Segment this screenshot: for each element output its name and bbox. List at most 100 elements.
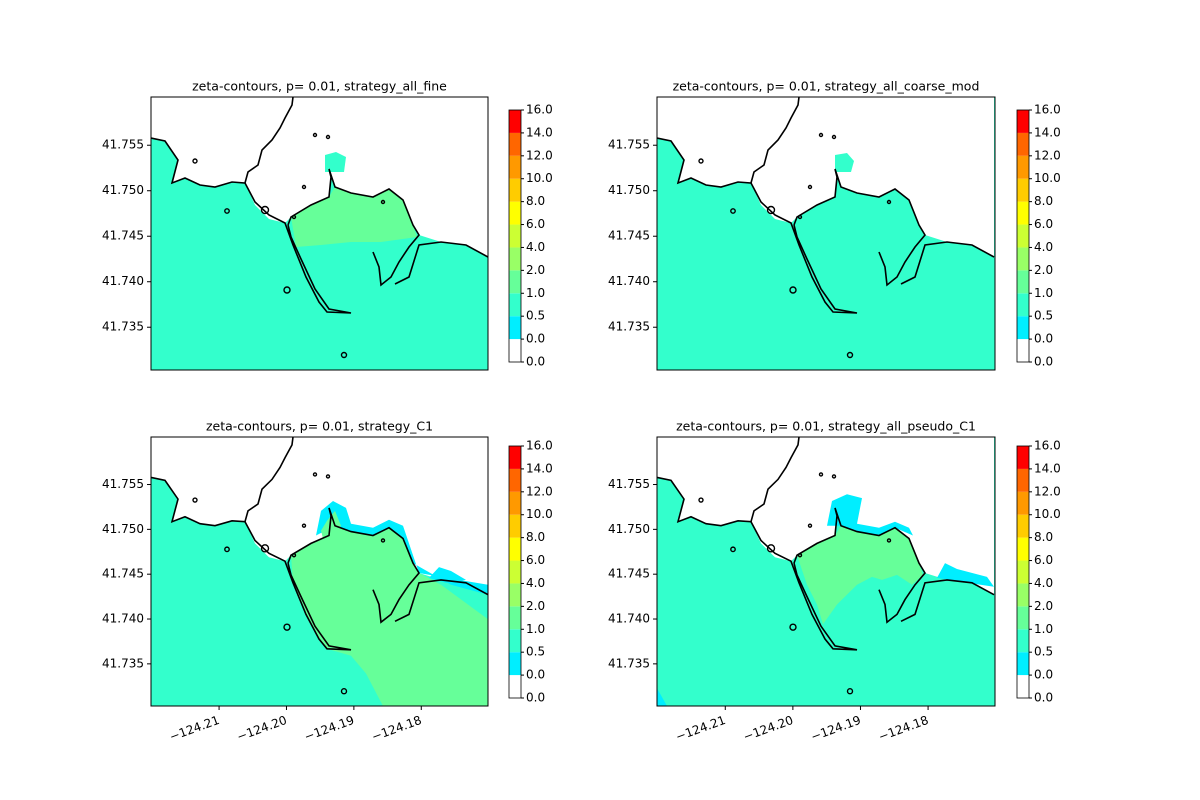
colorbar-band (509, 178, 521, 202)
coastline (394, 241, 488, 285)
y-tick-label: 41.750 (102, 183, 144, 197)
colorbar-label: 2.0 (526, 599, 545, 613)
colorbar-label: 0.0 (1034, 355, 1053, 369)
colorbar-band (1017, 468, 1029, 492)
colorbar-band (1017, 224, 1029, 248)
land (657, 437, 994, 595)
colorbar-label: 14.0 (1034, 461, 1061, 475)
colorbar-band (509, 675, 521, 698)
panel: zeta-contours, p= 0.01, strategy_C1 41.75… (102, 419, 553, 744)
y-tick-label: 41.740 (102, 612, 144, 626)
y-tick-label: 41.740 (102, 274, 144, 288)
y-tick-label: 41.740 (608, 274, 650, 288)
colorbar-label: 12.0 (1034, 148, 1061, 162)
colorbar-label: 12.0 (526, 484, 553, 498)
islet (283, 623, 291, 631)
colorbar-label: 12.0 (526, 148, 553, 162)
colorbar-frame (508, 445, 522, 699)
coastline (394, 579, 488, 623)
colorbar-band (509, 468, 521, 492)
colorbar-band (1017, 270, 1029, 294)
coastline (244, 521, 352, 651)
islet (831, 474, 837, 479)
axes-frame (656, 436, 996, 707)
y-tick-label: 41.750 (608, 522, 650, 536)
islet (260, 205, 270, 215)
panel: zeta-contours, p= 0.01, strategy_all_pse… (608, 419, 1061, 744)
coastline (244, 182, 352, 314)
colorbar-label: 0.5 (1034, 309, 1053, 323)
islet (886, 538, 892, 543)
colorbar-label: 4.0 (1034, 576, 1053, 590)
colorbar-band (509, 560, 521, 584)
y-tick-label: 41.735 (608, 320, 650, 334)
y-tick-label: 41.755 (608, 477, 650, 491)
colorbar-band (509, 293, 521, 317)
land (151, 437, 488, 595)
colorbar-label: 12.0 (1034, 484, 1061, 498)
islet (291, 553, 297, 558)
colorbar-band (509, 629, 521, 653)
islet (846, 688, 854, 695)
coastline (750, 182, 858, 314)
islet (797, 553, 803, 558)
islet (192, 158, 198, 164)
colorbar-band (1017, 560, 1029, 584)
land (151, 97, 488, 257)
y-tick-label: 41.745 (608, 229, 650, 243)
colorbar-label: 6.0 (526, 553, 545, 567)
islet (340, 688, 348, 695)
map (151, 437, 488, 706)
colorbar-band (1017, 629, 1029, 653)
colorbar-label: 0.0 (1034, 691, 1053, 705)
axes-frame (150, 436, 489, 707)
contour-band (429, 567, 466, 583)
x-tick-label: −124.21 (168, 713, 222, 744)
y-tick-label: 41.740 (608, 612, 650, 626)
islet (312, 472, 318, 477)
colorbar-label: 10.0 (1034, 171, 1061, 185)
islet (797, 214, 803, 220)
islet (224, 546, 230, 553)
contour-band (657, 688, 667, 706)
y-tick-label: 41.735 (608, 656, 650, 670)
colorbar-label: 1.0 (1034, 622, 1053, 636)
colorbar-band (1017, 583, 1029, 607)
x-tick-label: −124.20 (741, 713, 795, 744)
y-tick-label: 41.755 (102, 138, 144, 152)
colorbar-label: 8.0 (526, 194, 545, 208)
islet (224, 208, 230, 214)
islet (340, 351, 348, 359)
y-tick-label: 41.750 (102, 522, 144, 536)
colorbar-band (509, 224, 521, 248)
colorbar-label: 16.0 (526, 439, 553, 453)
y-tick-label: 41.755 (102, 477, 144, 491)
coastline (287, 168, 420, 287)
panel: zeta-contours, p= 0.01, strategy_all_fin… (102, 79, 553, 371)
islet (789, 286, 797, 294)
contour-band (797, 525, 923, 625)
islet (325, 474, 331, 479)
colorbar-band (1017, 293, 1029, 317)
colorbar-label: 10.0 (526, 171, 553, 185)
islet (301, 523, 307, 528)
colorbar-band (509, 446, 521, 469)
panel-title: zeta-contours, p= 0.01, strategy_all_fin… (192, 79, 447, 94)
colorbar-label: 1.0 (1034, 286, 1053, 300)
colorbar-label: 8.0 (1034, 194, 1053, 208)
colorbar-label: 8.0 (1034, 530, 1053, 544)
islet (846, 351, 854, 359)
islet (380, 538, 386, 543)
colorbar-frame (1016, 109, 1030, 363)
x-tick-label: −124.20 (235, 713, 289, 744)
colorbar-label: 4.0 (1034, 240, 1053, 254)
colorbar-band (1017, 514, 1029, 538)
x-tick-label: −124.19 (302, 713, 356, 744)
colorbar-band (509, 316, 521, 340)
islet (807, 184, 813, 190)
colorbar-band (509, 132, 521, 156)
colorbar-label: 0.0 (526, 355, 545, 369)
islet (192, 497, 198, 503)
x-tick-label: −124.18 (877, 713, 931, 744)
